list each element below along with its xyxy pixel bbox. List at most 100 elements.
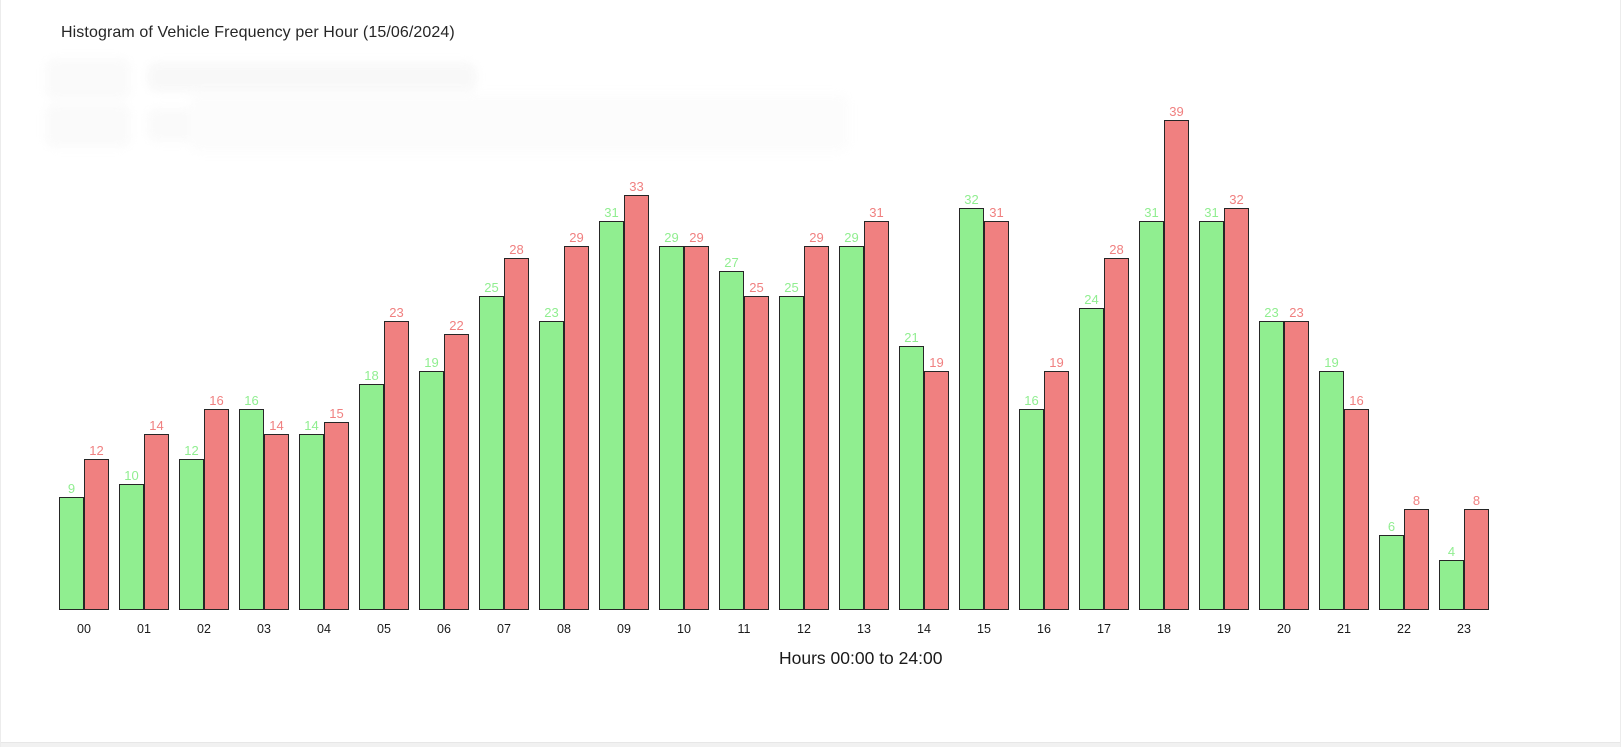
green-series-bar: 23	[1259, 305, 1284, 610]
green-bar-value-label: 4	[1447, 544, 1456, 559]
hour-group: 27 25 11	[719, 120, 769, 636]
green-series-bar: 32	[959, 192, 984, 610]
bottom-edge	[1, 742, 1620, 747]
red-series-bar: 23	[1284, 305, 1309, 610]
red-bar-value-label: 16	[1349, 393, 1364, 408]
hour-group: 16 19 16	[1019, 120, 1069, 636]
green-series-bar: 29	[839, 230, 864, 610]
red-series-bar: 16	[1344, 393, 1369, 610]
green-bar-value-label: 16	[1024, 393, 1039, 408]
green-bar-value-label: 18	[364, 368, 379, 383]
red-series-bar: 14	[264, 418, 289, 610]
green-bar-value-label: 29	[844, 230, 859, 245]
hour-group: 31 32 19	[1199, 120, 1249, 636]
x-tick-label: 19	[1217, 622, 1231, 636]
x-tick-label: 03	[257, 622, 271, 636]
red-series-bar: 29	[684, 230, 709, 610]
hour-group: 4 8 23	[1439, 120, 1489, 636]
red-bar-value-label: 12	[89, 443, 104, 458]
hour-group: 9 12 00	[59, 120, 109, 636]
green-bar-value-label: 9	[67, 481, 76, 496]
green-series-bar: 4	[1439, 544, 1464, 610]
green-series-bar: 25	[779, 280, 804, 610]
hour-group: 24 28 17	[1079, 120, 1129, 636]
red-series-bar: 8	[1464, 493, 1489, 610]
hour-group: 29 31 13	[839, 120, 889, 636]
red-bar-value-label: 22	[449, 318, 464, 333]
red-bar-value-label: 14	[149, 418, 164, 433]
red-bar-value-label: 25	[749, 280, 764, 295]
hour-group: 29 29 10	[659, 120, 709, 636]
x-tick-label: 10	[677, 622, 691, 636]
red-series-bar: 25	[744, 280, 769, 610]
hour-group: 14 15 04	[299, 120, 349, 636]
red-series-bar: 12	[84, 443, 109, 610]
red-bar-value-label: 14	[269, 418, 284, 433]
green-series-bar: 10	[119, 468, 144, 610]
red-bar-value-label: 19	[1049, 355, 1064, 370]
green-series-bar: 21	[899, 330, 924, 610]
hour-group: 21 19 14	[899, 120, 949, 636]
green-bar-value-label: 31	[1144, 205, 1159, 220]
x-tick-label: 15	[977, 622, 991, 636]
hour-group: 10 14 01	[119, 120, 169, 636]
green-series-bar: 14	[299, 418, 324, 610]
x-tick-label: 04	[317, 622, 331, 636]
x-tick-label: 02	[197, 622, 211, 636]
green-bar-value-label: 32	[964, 192, 979, 207]
x-tick-label: 14	[917, 622, 931, 636]
x-tick-label: 12	[797, 622, 811, 636]
hour-group: 18 23 05	[359, 120, 409, 636]
hour-group: 23 23 20	[1259, 120, 1309, 636]
green-series-bar: 31	[1139, 205, 1164, 610]
green-series-bar: 16	[1019, 393, 1044, 610]
x-tick-label: 17	[1097, 622, 1111, 636]
green-bar-value-label: 14	[304, 418, 319, 433]
green-bar-value-label: 12	[184, 443, 199, 458]
x-tick-label: 13	[857, 622, 871, 636]
red-bar-value-label: 39	[1169, 104, 1184, 119]
red-bar-value-label: 29	[809, 230, 824, 245]
red-series-bar: 33	[624, 179, 649, 610]
x-axis-label: Hours 00:00 to 24:00	[779, 648, 943, 668]
green-bar-value-label: 21	[904, 330, 919, 345]
x-tick-label: 16	[1037, 622, 1051, 636]
red-series-bar: 28	[504, 242, 529, 610]
hour-group: 6 8 22	[1379, 120, 1429, 636]
x-tick-label: 21	[1337, 622, 1351, 636]
red-bar-value-label: 28	[509, 242, 524, 257]
red-bar-value-label: 23	[389, 305, 404, 320]
green-bar-value-label: 25	[484, 280, 499, 295]
red-series-bar: 39	[1164, 104, 1189, 610]
red-bar-value-label: 15	[329, 406, 344, 421]
hour-group: 16 14 03	[239, 120, 289, 636]
green-bar-value-label: 23	[1264, 305, 1279, 320]
green-series-bar: 29	[659, 230, 684, 610]
green-series-bar: 27	[719, 255, 744, 610]
red-bar-value-label: 23	[1289, 305, 1304, 320]
red-series-bar: 32	[1224, 192, 1249, 610]
hour-group: 31 39 18	[1139, 104, 1189, 636]
red-bar-value-label: 8	[1472, 493, 1481, 508]
red-bar-value-label: 8	[1412, 493, 1421, 508]
red-bar-value-label: 33	[629, 179, 644, 194]
green-series-bar: 23	[539, 305, 564, 610]
red-series-bar: 16	[204, 393, 229, 610]
red-bar-value-label: 32	[1229, 192, 1244, 207]
red-series-bar: 22	[444, 318, 469, 610]
green-series-bar: 12	[179, 443, 204, 610]
hour-group: 19 22 06	[419, 120, 469, 636]
red-series-bar: 29	[804, 230, 829, 610]
red-series-bar: 19	[924, 355, 949, 610]
watermark-blob	[147, 62, 477, 92]
red-series-bar: 29	[564, 230, 589, 610]
hour-group: 31 33 09	[599, 120, 649, 636]
green-bar-value-label: 25	[784, 280, 799, 295]
red-bar-value-label: 31	[989, 205, 1004, 220]
green-bar-value-label: 31	[604, 205, 619, 220]
x-tick-label: 11	[737, 622, 751, 636]
x-tick-label: 01	[137, 622, 151, 636]
green-series-bar: 24	[1079, 292, 1104, 610]
green-bar-value-label: 16	[244, 393, 259, 408]
